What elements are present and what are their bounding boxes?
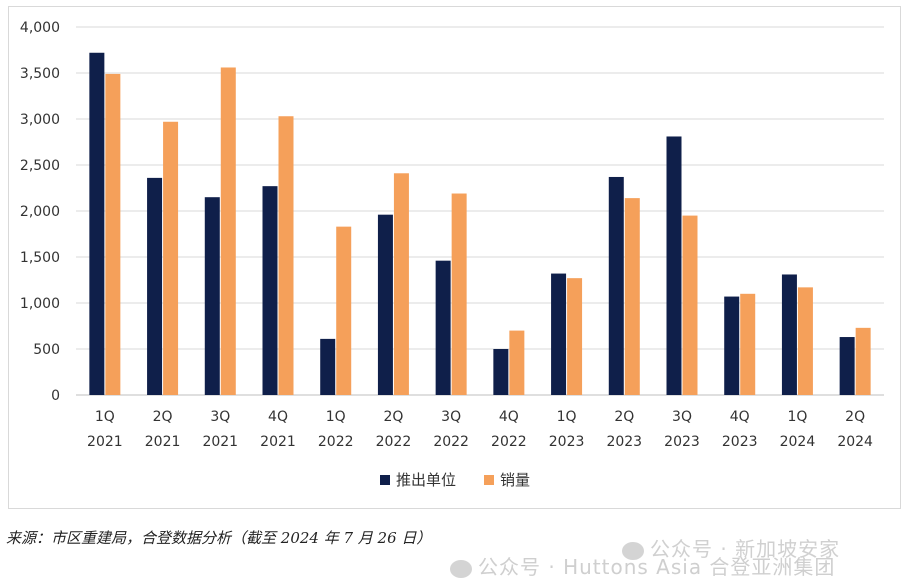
legend-swatch bbox=[484, 475, 494, 485]
y-tick-label: 2,000 bbox=[20, 204, 60, 220]
y-tick-label: 4,000 bbox=[20, 20, 60, 36]
x-tick-quarter: 2Q bbox=[383, 409, 403, 425]
legend-label-launched: 推出单位 bbox=[396, 471, 456, 489]
y-tick-label: 3,000 bbox=[20, 112, 60, 128]
bar-sales-volume bbox=[105, 73, 121, 396]
x-tick-quarter: 4Q bbox=[499, 409, 519, 425]
x-tick-year: 2021 bbox=[260, 434, 296, 450]
x-tick-year: 2023 bbox=[606, 434, 642, 450]
bar-sales-volume bbox=[567, 278, 583, 395]
bar-sales-volume bbox=[393, 173, 409, 395]
bar-launched-units bbox=[551, 273, 567, 395]
x-tick-quarter: 1Q bbox=[787, 409, 807, 425]
y-tick-label: 3,500 bbox=[20, 66, 60, 82]
bar-sales-volume bbox=[163, 121, 179, 395]
x-tick-year: 2022 bbox=[491, 434, 527, 450]
bar-sales-volume bbox=[509, 330, 525, 395]
watermark-text-1: 公众号 · 新加坡安家 bbox=[650, 537, 841, 561]
x-tick-quarter: 1Q bbox=[326, 409, 346, 425]
x-tick-quarter: 1Q bbox=[95, 409, 115, 425]
watermark-line-1: 公众号 · 新加坡安家 bbox=[622, 533, 840, 562]
x-tick-year: 2022 bbox=[433, 434, 469, 450]
bar-launched-units bbox=[493, 349, 509, 395]
x-tick-year: 2022 bbox=[376, 434, 412, 450]
bar-sales-volume bbox=[855, 327, 871, 395]
source-note: 来源：市区重建局，合登数据分析（截至 2024 年 7 月 26 日） bbox=[6, 529, 432, 547]
y-tick-label: 1,000 bbox=[20, 296, 60, 312]
x-tick-quarter: 3Q bbox=[441, 409, 461, 425]
x-tick-year: 2021 bbox=[87, 434, 123, 450]
x-tick-quarter: 4Q bbox=[730, 409, 750, 425]
legend-swatch bbox=[380, 475, 390, 485]
wechat-icon bbox=[622, 541, 644, 560]
y-tick-label: 2,500 bbox=[20, 158, 60, 174]
x-tick-year: 2021 bbox=[145, 434, 181, 450]
bar-sales-volume bbox=[451, 193, 467, 395]
bar-sales-volume bbox=[278, 116, 294, 396]
bar-launched-units bbox=[435, 260, 451, 395]
bar-sales-volume bbox=[740, 293, 756, 395]
y-tick-label: 0 bbox=[51, 388, 60, 404]
bar-launched-units bbox=[781, 274, 797, 395]
bar-launched-units bbox=[839, 337, 855, 395]
bar-launched-units bbox=[666, 136, 682, 396]
bar-launched-units bbox=[608, 176, 624, 395]
legend-label-sales: 销量 bbox=[500, 471, 530, 489]
watermark-text-2: 公众号 · Huttons Asia 合登亚洲集团 bbox=[478, 555, 836, 579]
bar-launched-units bbox=[147, 177, 163, 395]
bar-launched-units bbox=[377, 214, 393, 395]
bar-sales-volume bbox=[624, 198, 640, 395]
x-tick-year: 2023 bbox=[722, 434, 758, 450]
bar-launched-units bbox=[262, 186, 278, 395]
bar-sales-volume bbox=[797, 287, 813, 395]
bar-sales-volume bbox=[682, 215, 698, 395]
x-tick-year: 2022 bbox=[318, 434, 354, 450]
watermark-line-2: 公众号 · Huttons Asia 合登亚洲集团 bbox=[450, 551, 835, 580]
x-tick-year: 2024 bbox=[780, 434, 816, 450]
y-tick-label: 1,500 bbox=[20, 250, 60, 266]
x-tick-quarter: 1Q bbox=[557, 409, 577, 425]
bar-launched-units bbox=[89, 52, 105, 395]
x-tick-year: 2023 bbox=[664, 434, 700, 450]
x-tick-quarter: 2Q bbox=[614, 409, 634, 425]
bar-launched-units bbox=[724, 296, 740, 395]
x-tick-quarter: 3Q bbox=[210, 409, 230, 425]
wechat-icon bbox=[450, 559, 472, 578]
bar-launched-units bbox=[204, 197, 220, 395]
x-tick-year: 2023 bbox=[549, 434, 585, 450]
bar-sales-volume bbox=[220, 67, 236, 395]
x-tick-quarter: 3Q bbox=[672, 409, 692, 425]
bar-sales-volume bbox=[336, 226, 352, 395]
x-tick-quarter: 4Q bbox=[268, 409, 288, 425]
x-tick-quarter: 2Q bbox=[153, 409, 173, 425]
y-tick-label: 500 bbox=[33, 342, 60, 358]
x-tick-year: 2021 bbox=[202, 434, 238, 450]
bar-launched-units bbox=[320, 338, 336, 395]
x-tick-year: 2024 bbox=[837, 434, 873, 450]
x-tick-quarter: 2Q bbox=[845, 409, 865, 425]
